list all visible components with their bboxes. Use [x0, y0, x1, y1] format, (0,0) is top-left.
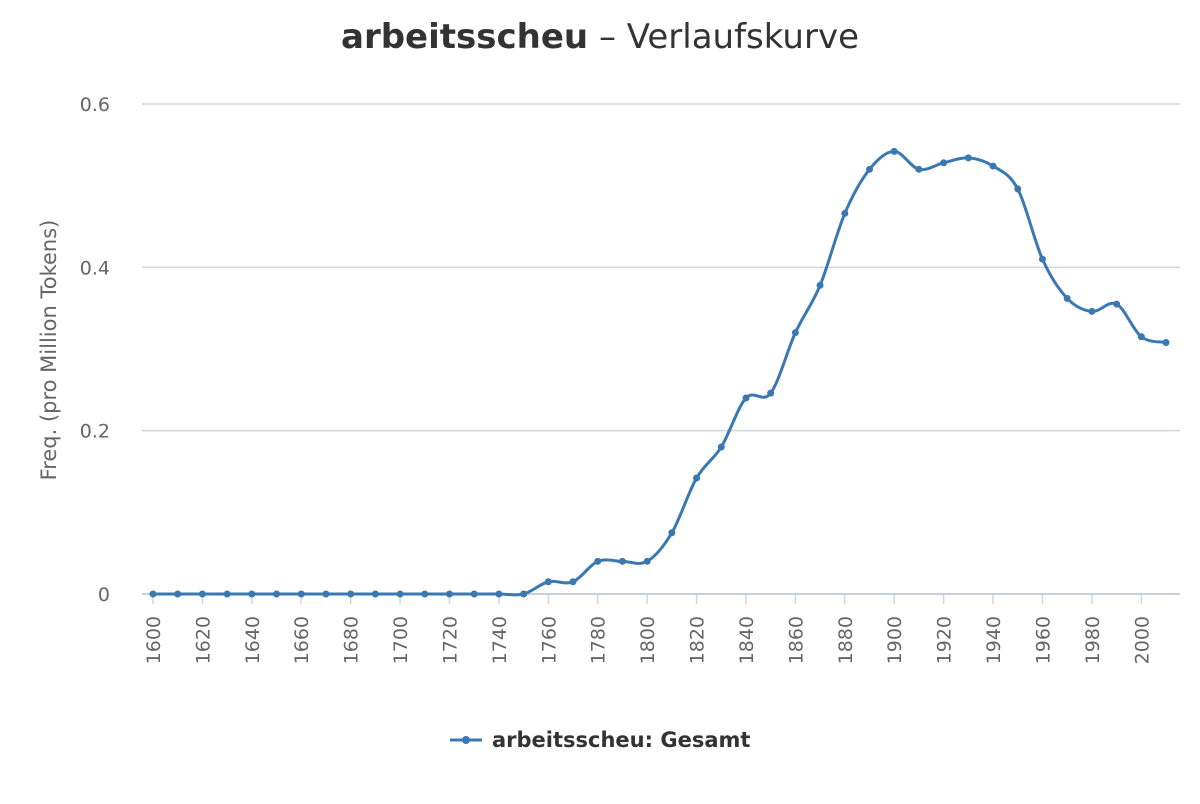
- point: [964, 154, 972, 162]
- x-tick-label: 1840: [736, 616, 758, 664]
- x-tick-label: 1740: [489, 616, 511, 664]
- point: [396, 590, 404, 598]
- point: [643, 557, 651, 565]
- x-tick-label: 1800: [637, 616, 659, 664]
- point: [1038, 255, 1046, 263]
- point: [174, 590, 182, 598]
- x-tick-label: 1700: [390, 616, 412, 664]
- title-term: arbeitsscheu: [341, 17, 588, 57]
- point: [791, 329, 799, 337]
- point: [421, 590, 429, 598]
- point: [149, 590, 157, 598]
- point: [717, 443, 725, 451]
- point: [248, 590, 256, 598]
- point: [297, 590, 305, 598]
- point: [470, 590, 478, 598]
- point: [866, 165, 874, 173]
- point: [1137, 333, 1145, 341]
- point: [520, 590, 528, 598]
- y-tick-label: 0.6: [80, 94, 110, 116]
- title-rest: – Verlaufskurve: [599, 17, 859, 57]
- point: [816, 281, 824, 289]
- point: [347, 590, 355, 598]
- y-axis-title: Freq. (pro Million Tokens): [37, 220, 61, 481]
- point: [495, 590, 503, 598]
- x-tick-label: 1960: [1032, 616, 1054, 664]
- point: [940, 159, 948, 167]
- y-tick-label: 0.2: [80, 421, 110, 443]
- x-tick-label: 1780: [588, 616, 610, 664]
- point: [273, 590, 281, 598]
- point: [841, 209, 849, 217]
- point: [693, 474, 701, 482]
- point: [989, 162, 997, 170]
- y-tick-label: 0.4: [80, 257, 110, 279]
- point: [742, 394, 750, 402]
- point: [767, 389, 775, 397]
- x-tick-label: 1980: [1082, 616, 1104, 664]
- chart-title: arbeitsscheu – Verlaufskurve: [341, 17, 859, 57]
- x-tick-label: 1680: [341, 616, 363, 664]
- x-tick-label: 1940: [983, 616, 1005, 664]
- point: [915, 165, 923, 173]
- point: [322, 590, 330, 598]
- point: [544, 578, 552, 586]
- point: [1014, 185, 1022, 193]
- x-tick-label: 1860: [785, 616, 807, 664]
- x-tick-label: 2000: [1131, 616, 1153, 664]
- x-tick-label: 1620: [192, 616, 214, 664]
- x-tick-label: 1900: [884, 616, 906, 664]
- x-tick-label: 1820: [687, 616, 709, 664]
- point: [1113, 300, 1121, 308]
- point: [618, 557, 626, 565]
- point: [371, 590, 379, 598]
- point: [223, 590, 231, 598]
- line: [153, 149, 1167, 597]
- point: [668, 529, 676, 537]
- x-tick-label: 1600: [143, 616, 165, 664]
- point: [1162, 338, 1170, 346]
- x-tick-label: 1640: [242, 616, 264, 664]
- x-tick-label: 1660: [291, 616, 313, 664]
- legend-label: arbeitsscheu: Gesamt: [492, 728, 750, 752]
- point: [594, 557, 602, 565]
- point: [890, 147, 898, 155]
- x-tick-label: 1720: [439, 616, 461, 664]
- x-tick-label: 1760: [538, 616, 560, 664]
- x-tick-label: 1880: [835, 616, 857, 664]
- point: [1063, 294, 1071, 302]
- point: [445, 590, 453, 598]
- y-tick-label: 0: [98, 584, 110, 606]
- point: [1088, 307, 1096, 315]
- point: [569, 578, 577, 586]
- legend-marker: [462, 736, 470, 744]
- point: [198, 590, 206, 598]
- x-tick-label: 1920: [934, 616, 956, 664]
